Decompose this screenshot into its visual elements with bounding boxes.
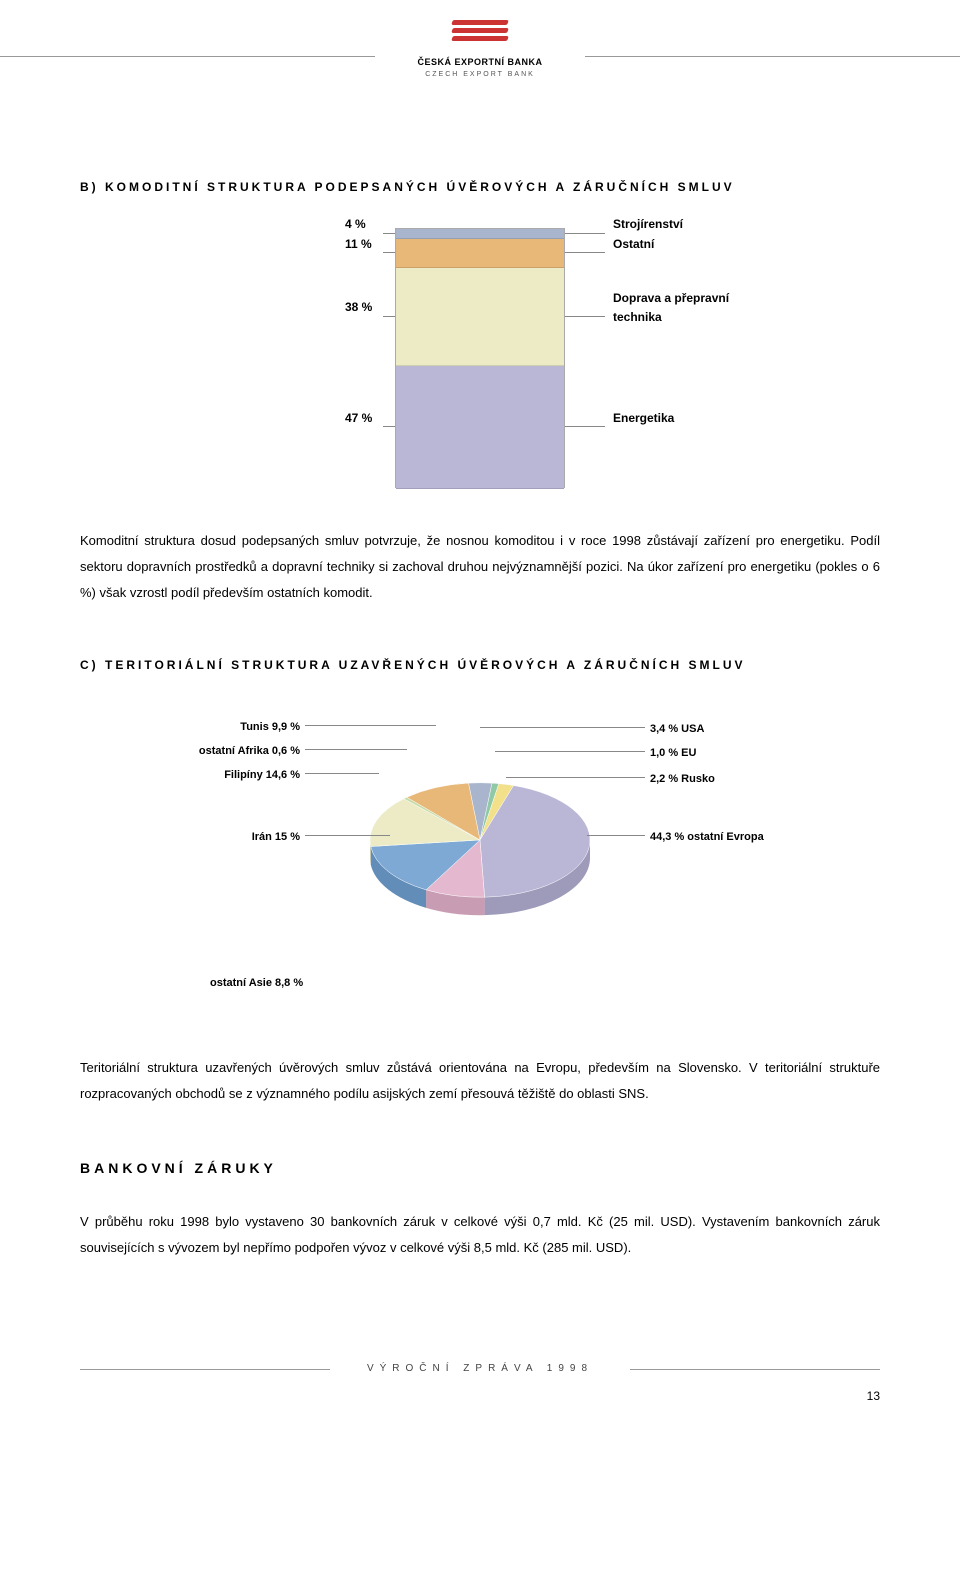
pie-label: Filipíny 14,6 % [224, 767, 300, 785]
bar-leader-right [565, 426, 605, 427]
bar-leader-left [383, 252, 395, 253]
pie-leader-line [305, 749, 407, 750]
header-rule-left [0, 56, 375, 57]
logo-icon [452, 20, 508, 44]
bank-guarantees-paragraph: V průběhu roku 1998 bylo vystaveno 30 ba… [80, 1209, 880, 1261]
pie-label: 3,4 % USA [650, 721, 704, 739]
bar-name-label: Ostatní [613, 235, 654, 254]
page-content: B) KOMODITNÍ STRUKTURA PODEPSANÝCH ÚVĚRO… [0, 88, 960, 1291]
pie-leader-line [587, 835, 645, 836]
bar-pct-label: 47 % [345, 409, 372, 428]
bar-pct-label: 38 % [345, 298, 372, 317]
bank-guarantees-heading: BANKOVNÍ ZÁRUKY [80, 1157, 880, 1179]
pie-leader-line [480, 727, 645, 728]
bar-chart-wrap: 4 %Strojírenství11 %Ostatní38 %Doprava a… [80, 228, 880, 488]
bar-leader-left [383, 316, 395, 317]
page-footer: VÝROČNÍ ZPRÁVA 1998 13 [0, 1351, 960, 1426]
pie-leader-line [305, 725, 436, 726]
bar-segment [396, 268, 564, 367]
pie-label: Irán 15 % [252, 829, 300, 847]
bar-leader-right [565, 316, 605, 317]
bar-leader-left [383, 426, 395, 427]
page-header: ČESKÁ EXPORTNÍ BANKA CZECH EXPORT BANK [0, 0, 960, 88]
pie-leader-line [506, 777, 645, 778]
bar-pct-label: 11 % [345, 235, 372, 254]
bar-leader-right [565, 233, 605, 234]
footer-rule-left [80, 1369, 330, 1370]
pie-label: ostatní Asie 8,8 % [210, 975, 303, 993]
header-rule-right [585, 56, 960, 57]
page-number: 13 [80, 1387, 880, 1406]
logo-text-en: CZECH EXPORT BANK [0, 69, 960, 80]
territory-pie-chart: Tunis 9,9 % ostatní Afrika 0,6 % Filipíny … [130, 705, 830, 1025]
section-c-title: C) TERITORIÁLNÍ STRUKTURA UZAVŘENÝCH ÚVĚ… [80, 656, 880, 675]
bar-segment [396, 366, 564, 488]
section-c-paragraph: Teritoriální struktura uzavřených úvěrov… [80, 1055, 880, 1107]
pie-label: 2,2 % Rusko [650, 771, 715, 789]
bar-leader-right [565, 252, 605, 253]
pie-label: 44,3 % ostatní Evropa [650, 829, 764, 847]
bar-leader-left [383, 233, 395, 234]
bar-name-label: Strojírenství [613, 215, 683, 234]
commodity-bar-chart: 4 %Strojírenství11 %Ostatní38 %Doprava a… [210, 228, 750, 488]
pie-leader-line [305, 773, 379, 774]
bar-name-label: Doprava a přepravní technika [613, 289, 750, 327]
pie-label: Tunis 9,9 % [240, 719, 300, 737]
pie-leader-line [305, 835, 390, 836]
pie-svg [360, 725, 600, 965]
section-b-paragraph: Komoditní struktura dosud podepsaných sm… [80, 528, 880, 606]
bar-column [395, 228, 565, 488]
pie-label: ostatní Afrika 0,6 % [199, 743, 300, 761]
bar-segment [396, 239, 564, 268]
section-b-title: B) KOMODITNÍ STRUKTURA PODEPSANÝCH ÚVĚRO… [80, 178, 880, 197]
pie-leader-line [495, 751, 645, 752]
bar-pct-label: 4 % [345, 215, 366, 234]
bar-name-label: Energetika [613, 409, 674, 428]
footer-rule-right [630, 1369, 880, 1370]
pie-label: 1,0 % EU [650, 745, 696, 763]
bar-segment [396, 229, 564, 239]
